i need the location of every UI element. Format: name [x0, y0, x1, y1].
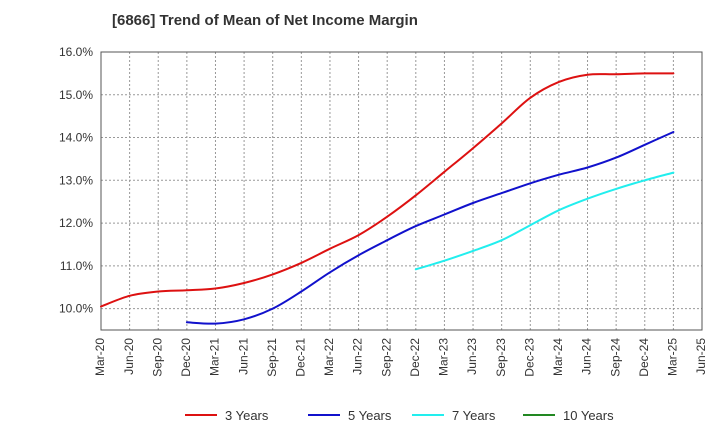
series-line-7-years: [414, 171, 675, 271]
plot-area: [101, 52, 702, 330]
x-tick-label: Sep-22: [379, 338, 393, 377]
x-tick-label: Dec-21: [294, 338, 308, 377]
y-tick-label: 11.0%: [60, 259, 93, 273]
chart-title: [6866] Trend of Mean of Net Income Margi…: [112, 12, 418, 29]
x-tick-label: Mar-22: [322, 338, 336, 376]
y-tick-label: 16.0%: [59, 45, 93, 59]
x-tick-label: Dec-20: [179, 338, 193, 377]
legend-label: 10 Years: [563, 408, 614, 423]
legend-label: 7 Years: [452, 408, 496, 423]
y-tick-label: 15.0%: [59, 88, 93, 102]
x-tick-label: Jun-20: [122, 338, 136, 375]
y-tick-label: 10.0%: [59, 302, 93, 316]
x-tick-label: Mar-25: [666, 338, 680, 376]
x-tick-label: Mar-23: [437, 338, 451, 376]
x-tick-label: Dec-23: [522, 338, 536, 377]
x-tick-label: Jun-23: [465, 338, 479, 375]
legend-label: 5 Years: [348, 408, 392, 423]
y-tick-label: 13.0%: [59, 173, 93, 187]
x-tick-label: Sep-20: [150, 338, 164, 377]
x-tick-label: Sep-23: [494, 338, 508, 377]
x-tick-label: Jun-22: [351, 338, 365, 375]
plot-border: [100, 51, 703, 331]
x-tick-label: Sep-21: [265, 338, 279, 377]
x-tick-label: Jun-24: [580, 338, 594, 375]
legend-label: 3 Years: [225, 408, 269, 423]
x-tick-label: Jun-21: [236, 338, 250, 375]
x-tick-label: Sep-24: [608, 338, 622, 377]
x-tick-label: Dec-22: [408, 338, 422, 377]
series-line-5-years: [185, 131, 675, 325]
x-tick-label: Dec-24: [637, 338, 651, 377]
x-tick-label: Mar-20: [93, 338, 107, 376]
series-line-3-years: [100, 72, 675, 308]
x-tick-label: Jun-25: [694, 338, 708, 375]
y-tick-label: 12.0%: [59, 216, 93, 230]
x-tick-label: Mar-24: [551, 338, 565, 376]
x-tick-label: Mar-21: [208, 338, 222, 376]
y-tick-label: 14.0%: [59, 131, 93, 145]
